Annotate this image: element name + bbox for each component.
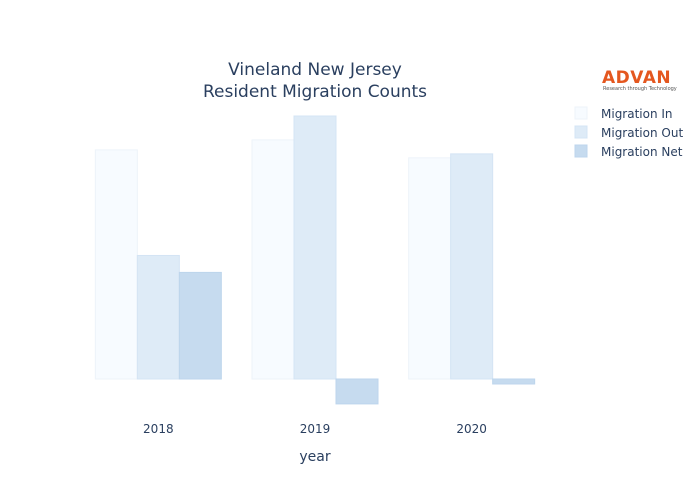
- chart-title-line-1: Vineland New Jersey: [228, 60, 402, 80]
- bars: [94, 115, 536, 405]
- bar-migration-out-2019: [293, 115, 337, 380]
- bar-migration-net-2020: [492, 378, 536, 385]
- legend-label: Migration Out: [601, 126, 683, 140]
- x-tick-label-2019: 2019: [300, 422, 331, 436]
- legend-swatch: [574, 125, 588, 139]
- logo-wordmark: ADVAN: [602, 68, 671, 88]
- legend-swatch: [574, 106, 588, 120]
- bar-migration-in-2019: [251, 139, 295, 380]
- x-axis-title: year: [299, 449, 330, 465]
- legend-item-migration-out[interactable]: Migration Out: [574, 125, 683, 140]
- x-tick-label-2020: 2020: [456, 422, 487, 436]
- chart-title-line-2: Resident Migration Counts: [203, 82, 427, 102]
- legend: Migration In Migration Out Migration Net: [574, 106, 683, 159]
- chart-title: Vineland New Jersey Resident Migration C…: [203, 60, 427, 102]
- bar-migration-in-2018: [94, 149, 138, 380]
- bar-migration-in-2020: [408, 157, 452, 380]
- legend-item-migration-in[interactable]: Migration In: [574, 106, 673, 121]
- x-tick-label-2018: 2018: [143, 422, 174, 436]
- legend-swatch: [574, 144, 588, 158]
- bar-migration-net-2018: [178, 271, 222, 380]
- legend-label: Migration Net: [601, 145, 683, 159]
- bar-migration-out-2020: [450, 153, 494, 380]
- legend-item-migration-net[interactable]: Migration Net: [574, 144, 683, 159]
- bar-migration-net-2019: [335, 378, 379, 405]
- legend-label: Migration In: [601, 107, 673, 121]
- logo-tagline: Research through Technology: [603, 86, 677, 92]
- x-axis-tick-labels: 2018 2019 2020: [143, 422, 487, 436]
- bar-migration-out-2018: [136, 254, 180, 380]
- advan-logo: ADVAN Research through Technology: [602, 68, 677, 92]
